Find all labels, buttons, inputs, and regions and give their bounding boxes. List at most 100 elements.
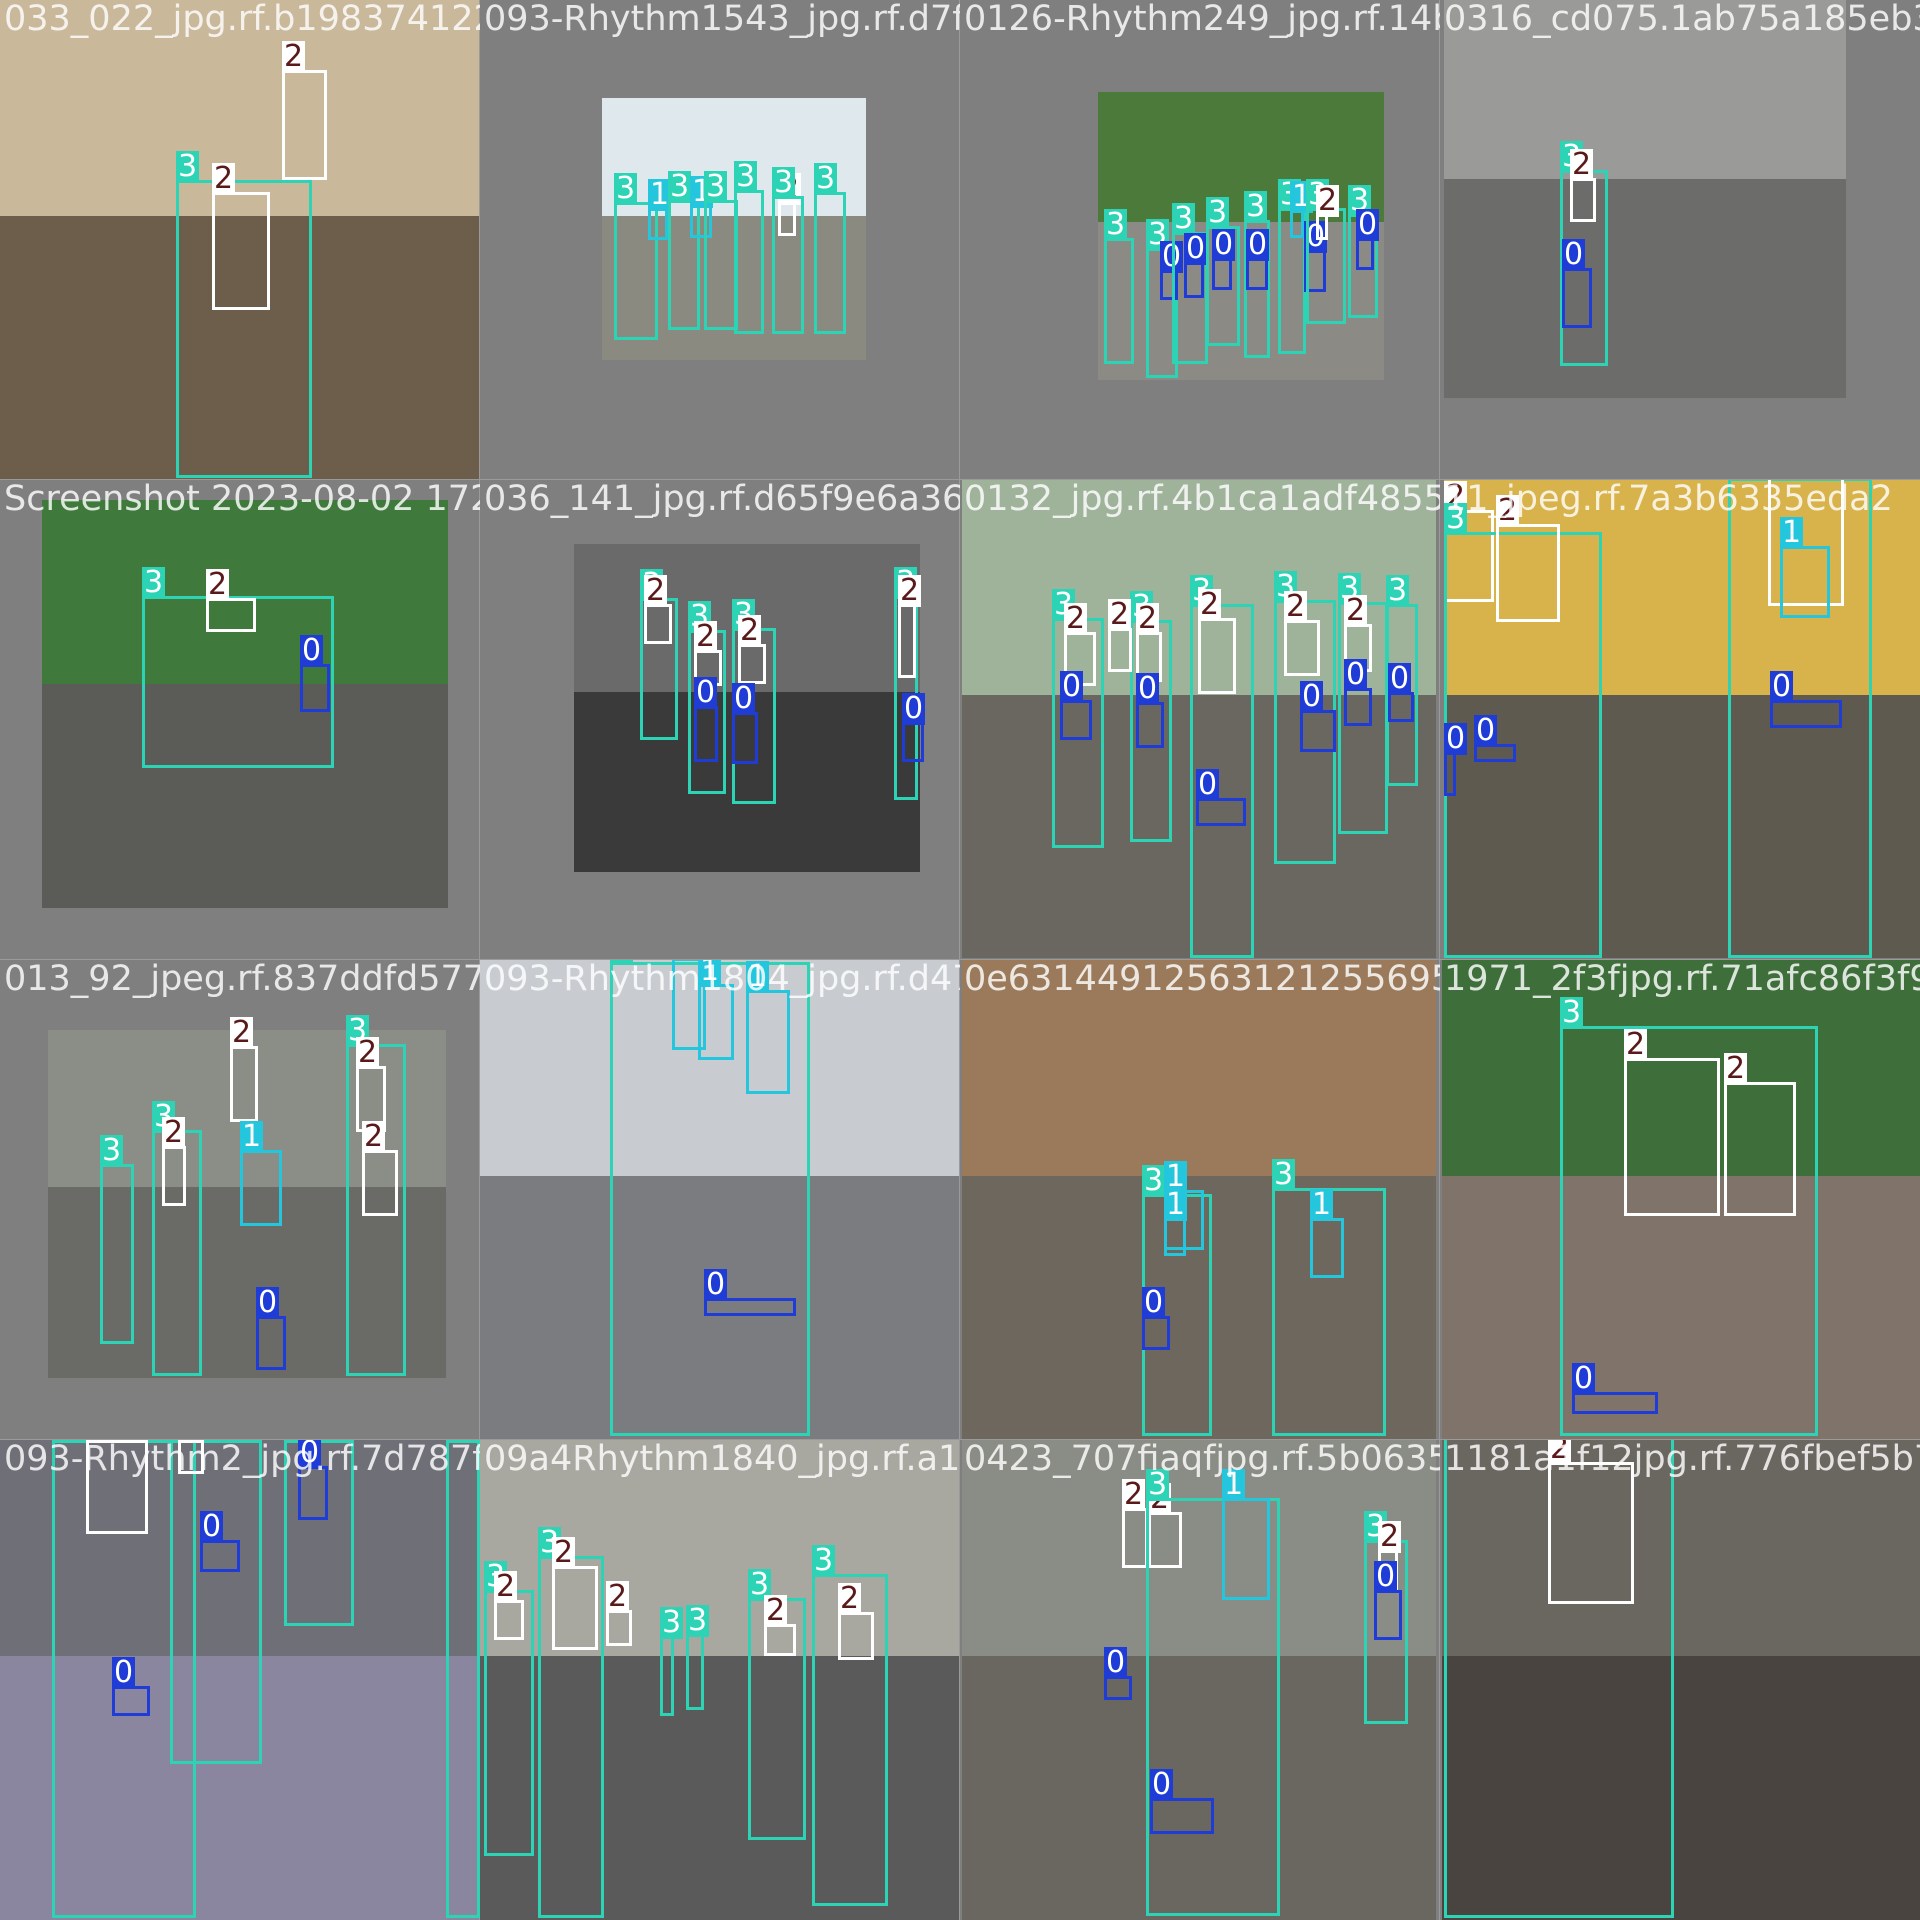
- detection-box-class-2: 2: [362, 1121, 398, 1216]
- detection-box-class-0: 0: [1212, 229, 1236, 290]
- detection-box-class-2: 2: [162, 1117, 186, 1206]
- detection-box-class-2: 2: [1724, 1053, 1796, 1216]
- detection-box-class-1: 1: [648, 179, 672, 240]
- detection-box-class-2: 2: [206, 569, 256, 632]
- detection-box-class-3: 3: [446, 1440, 480, 1918]
- detection-box-class-2: 2: [1108, 599, 1132, 672]
- class-label: 2: [362, 1119, 386, 1154]
- detection-box-class-2: 2: [230, 1017, 258, 1122]
- class-label: 0: [902, 691, 926, 726]
- class-label: 0: [1474, 713, 1498, 748]
- mosaic-tile: Screenshot 2023-08-02 172406320: [0, 479, 481, 961]
- detection-box-class-2: 2: [764, 1595, 796, 1656]
- mosaic-tile: 0126-Rhythm249_jpg.rf.14b3ca330303030310…: [959, 0, 1441, 481]
- mosaic-tile: 11_jpeg.rf.7a3b6335eda2232003210: [1439, 479, 1920, 961]
- class-label: 2: [178, 1440, 202, 1443]
- detection-box-class-0: 0: [1300, 681, 1336, 752]
- detection-box-class-2: 2: [644, 575, 672, 644]
- detection-box-class-2: 2: [606, 1581, 632, 1646]
- class-label: 3: [686, 1603, 710, 1638]
- detection-box-class-0: 0: [298, 1440, 328, 1520]
- detection-box-class-3: 3: [704, 171, 738, 330]
- detection-box-class-0: 0: [1304, 221, 1328, 292]
- detection-box-class-3: 3: [660, 1607, 684, 1716]
- class-label: 3: [1104, 207, 1128, 242]
- detection-box-class-0: 0: [300, 635, 330, 712]
- detection-box-class-3: 3: [1244, 191, 1270, 358]
- class-label: 0: [1572, 1361, 1596, 1396]
- class-label: 1: [672, 960, 696, 961]
- class-label: 2: [898, 573, 922, 608]
- detection-box-class-3: 3: [668, 171, 700, 330]
- detection-box-class-2: 2: [552, 1537, 598, 1650]
- class-label: 0: [694, 675, 718, 710]
- scene-photo: [0, 1440, 480, 1920]
- detection-box-class-1: 1: [240, 1121, 282, 1226]
- class-label: 3: [52, 1440, 76, 1443]
- class-label: 0: [1562, 237, 1586, 272]
- class-label: 2: [212, 161, 236, 196]
- class-label: 2: [1548, 1440, 1572, 1465]
- mosaic-tile: 0423_707fiaqfjpg.rf.5b0635223100320: [959, 1439, 1441, 1920]
- class-label: 1: [1310, 1187, 1334, 1222]
- mosaic-tile: 1181a1f12jpg.rf.776fbef5b732: [1439, 1439, 1920, 1920]
- class-label: 2: [1724, 1051, 1748, 1086]
- scene-photo: [480, 960, 960, 1440]
- class-label: 2: [1378, 1519, 1402, 1554]
- class-label: 0: [1212, 227, 1236, 262]
- detection-box-class-0: 0: [256, 1287, 286, 1370]
- class-label: 2: [1198, 587, 1222, 622]
- detection-box-class-2: 2: [898, 575, 922, 678]
- detection-box-class-3: 3: [1386, 575, 1418, 786]
- mosaic-tile: 093-Rhythm1543_jpg.rf.d7f8e1313133233: [479, 0, 961, 481]
- class-label: 0: [1300, 679, 1324, 714]
- class-label: 2: [1284, 589, 1308, 624]
- detection-box-class-1: 1: [1310, 1189, 1344, 1278]
- class-label: 2: [764, 1593, 788, 1628]
- class-label: 0: [1356, 207, 1380, 242]
- class-label: 0: [112, 1655, 136, 1690]
- detection-box-class-2: 2: [1136, 603, 1162, 682]
- class-label: 0: [298, 1440, 322, 1469]
- class-label: 3: [614, 171, 638, 206]
- detection-box-class-0: 0: [1196, 769, 1246, 826]
- detection-box-class-0: 0: [1142, 1287, 1170, 1350]
- detection-box-class-3: 3: [814, 163, 846, 334]
- image-filename: 0126-Rhythm249_jpg.rf.14b3ca: [964, 0, 1440, 39]
- class-label: 0: [1374, 1559, 1398, 1594]
- detection-box-class-2: 2: [1122, 1479, 1148, 1568]
- scene-photo: [0, 0, 480, 480]
- class-label: 0: [200, 1509, 224, 1544]
- detection-box-class-3: 3: [614, 173, 658, 340]
- class-label: 2: [694, 619, 718, 654]
- class-label: 3: [704, 169, 728, 204]
- class-label: 3: [1272, 1157, 1296, 1192]
- detection-box-class-0: 0: [1444, 723, 1468, 796]
- class-label: 0: [732, 681, 756, 716]
- class-label: 0: [1196, 767, 1220, 802]
- class-label: 2: [1122, 1477, 1146, 1512]
- detection-box-class-1: 1: [1290, 181, 1314, 238]
- class-label: 1: [1164, 1159, 1188, 1194]
- mosaic-tile: 0e63144912563121255695050978311031: [959, 959, 1441, 1441]
- detection-box-class-0: 0: [1184, 233, 1208, 298]
- detection-box-class-3: 3: [100, 1135, 134, 1344]
- detection-box-class-2: 2: [1284, 591, 1320, 676]
- class-label: 3: [284, 1440, 308, 1443]
- class-label: 3: [142, 565, 166, 600]
- detection-box-class-2: 2: [1496, 495, 1560, 622]
- detection-box-class-2: 2: [1624, 1029, 1720, 1216]
- detection-box-class-2: 2: [178, 1440, 204, 1474]
- class-label: 2: [162, 1115, 186, 1150]
- class-label: 3: [668, 169, 692, 204]
- detection-box-class-3: 3: [1146, 1469, 1280, 1916]
- class-label: 2: [738, 613, 762, 648]
- detection-box-class-2: 2: [838, 1583, 874, 1660]
- detection-box-class-0: 0: [1562, 239, 1592, 328]
- class-label: 3: [176, 149, 200, 184]
- class-label: 0: [1150, 1767, 1174, 1802]
- class-label: 3: [772, 165, 796, 200]
- scene-photo: [480, 1440, 960, 1920]
- detection-box-class-2: 2: [282, 41, 327, 180]
